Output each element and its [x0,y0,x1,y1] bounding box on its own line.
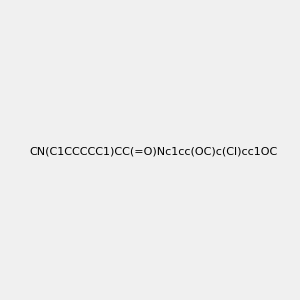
Text: CN(C1CCCCC1)CC(=O)Nc1cc(OC)c(Cl)cc1OC: CN(C1CCCCC1)CC(=O)Nc1cc(OC)c(Cl)cc1OC [30,146,278,157]
